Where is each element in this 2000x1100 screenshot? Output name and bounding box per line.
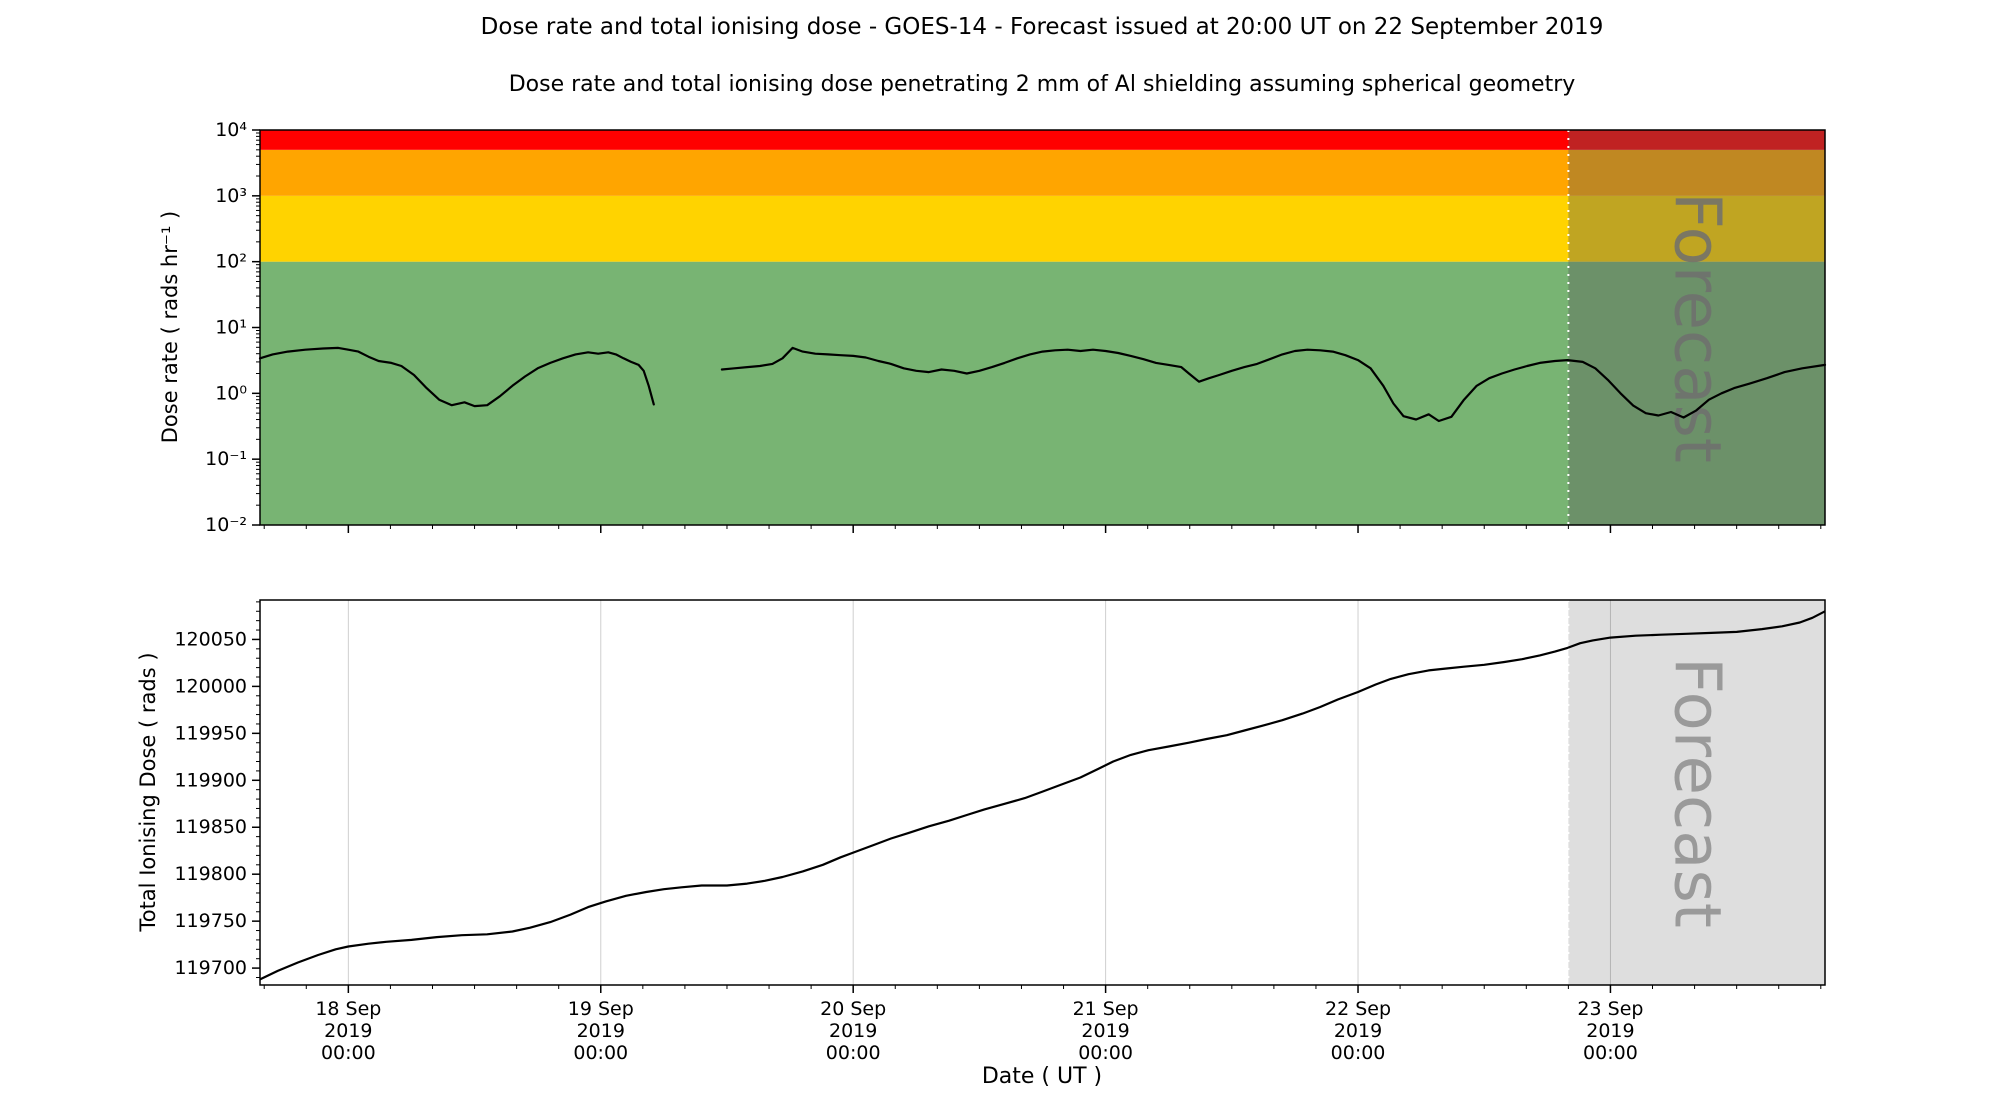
y-tick-label: 120000: [174, 675, 247, 697]
forecast-watermark: Forecast: [1660, 192, 1734, 463]
forecast-region: [1568, 600, 1825, 985]
y-tick-label: 119750: [174, 910, 247, 932]
dose-rate-axis-label: Dose rate ( rads hr⁻¹ ): [158, 210, 182, 444]
threshold-band-green: [260, 261, 1825, 525]
figure-title: Dose rate and total ionising dose - GOES…: [480, 14, 1604, 40]
dose-rate-series: [720, 346, 1827, 423]
forecast-region: [1568, 130, 1825, 525]
date-axis-label: Date ( UT ): [981, 1064, 1103, 1089]
y-tick-label: 10⁰: [215, 382, 247, 404]
forecast-watermark: Forecast: [1660, 657, 1734, 928]
y-tick-label: 10⁴: [215, 119, 247, 141]
y-tick-label: 119800: [174, 863, 247, 885]
x-tick-label: 19 Sep 2019 00:00: [568, 998, 634, 1064]
y-tick-label: 10⁻¹: [205, 448, 247, 470]
x-tick-label: 18 Sep 2019 00:00: [315, 998, 381, 1064]
total-dose-axis-label: Total Ionising Dose ( rads ): [136, 652, 160, 932]
x-tick-label: 21 Sep 2019 00:00: [1073, 998, 1139, 1064]
threshold-band-red: [260, 130, 1825, 150]
y-tick-label: 120050: [174, 628, 247, 650]
x-tick-label: 20 Sep 2019 00:00: [820, 998, 886, 1064]
threshold-band-yellow: [260, 195, 1825, 262]
dose-rate-panel: Forecast 10⁻² 10⁻¹ 10⁰ 10¹ 10² 10³ 10⁴: [205, 119, 1827, 536]
y-tick-label: 10¹: [215, 317, 247, 339]
figure-subtitle: Dose rate and total ionising dose penetr…: [508, 72, 1576, 97]
dose-rate-series: [258, 346, 655, 408]
y-tick-label: 10²: [215, 251, 247, 273]
y-tick-label: 10⁻²: [205, 514, 247, 536]
y-tick-label: 119950: [174, 722, 247, 744]
y-tick-label: 10³: [215, 185, 247, 207]
y-tick-label: 119900: [174, 769, 247, 791]
total-dose-series: [259, 610, 1826, 981]
x-tick-label: 23 Sep 2019 00:00: [1577, 998, 1643, 1064]
x-tick-label: 22 Sep 2019 00:00: [1325, 998, 1391, 1064]
threshold-band-orange: [260, 149, 1825, 196]
total-dose-panel: Forecast 119700 119750 119800 119850 119900 11…: [174, 599, 1826, 1064]
y-tick-label: 119850: [174, 816, 247, 838]
plot-frame: [259, 599, 1826, 986]
y-tick-label: 119700: [174, 957, 247, 979]
